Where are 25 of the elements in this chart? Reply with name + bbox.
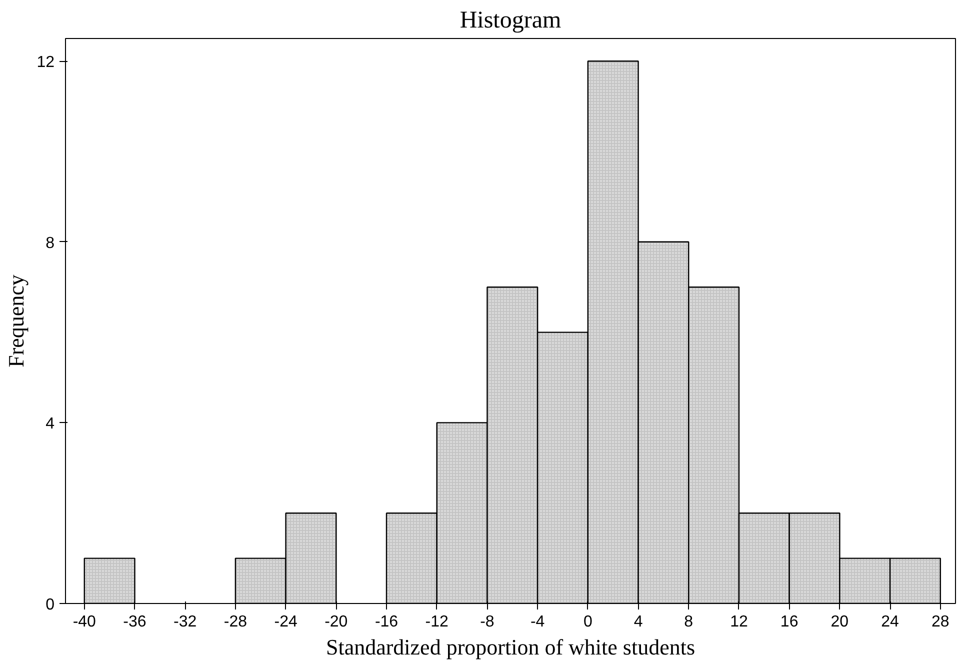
x-tick-label: 4 (634, 614, 643, 630)
chart-title: Histogram (460, 8, 562, 34)
x-tick-label: -4 (530, 614, 545, 630)
x-tick-label: -12 (425, 614, 449, 630)
x-tick-label: -20 (324, 614, 348, 630)
x-tick-label: 16 (780, 614, 798, 630)
x-tick-label: 24 (881, 614, 900, 630)
y-axis-title: Frequency (4, 274, 29, 368)
x-tick-label: -16 (374, 614, 398, 630)
x-tick-label: 28 (931, 614, 950, 630)
y-tick-label: 4 (46, 416, 55, 433)
x-tick-label: 12 (730, 614, 748, 630)
x-tick-label: 8 (684, 614, 694, 630)
y-tick-label: 12 (36, 54, 55, 72)
x-tick-label: -24 (274, 614, 298, 630)
x-tick-label: 20 (830, 614, 849, 630)
x-tick-label: -28 (224, 614, 248, 630)
y-tick-label: 8 (46, 234, 55, 252)
x-tick-label: -40 (72, 614, 96, 630)
y-tick-label: 0 (46, 596, 55, 614)
x-axis-title: Standardized proportion of white students (326, 634, 696, 660)
x-tick-label: -8 (480, 614, 494, 630)
x-tick-label: 0 (583, 614, 592, 630)
x-tick-label: -32 (174, 614, 197, 630)
x-tick-label: -36 (123, 614, 146, 630)
